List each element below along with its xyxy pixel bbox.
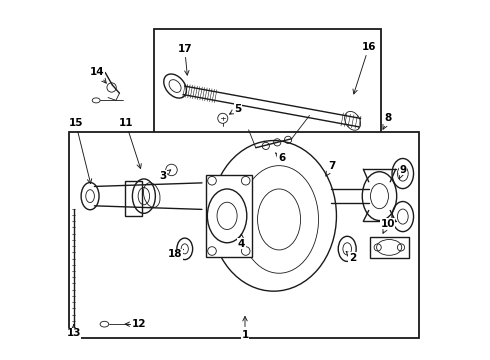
Bar	[125, 181, 142, 216]
Text: 4: 4	[238, 234, 245, 249]
Text: 15: 15	[69, 118, 92, 184]
Text: 7: 7	[326, 161, 336, 176]
Text: 12: 12	[125, 319, 147, 329]
Text: 18: 18	[168, 249, 183, 259]
Bar	[153, 30, 381, 146]
Text: 9: 9	[399, 165, 406, 179]
Bar	[370, 237, 409, 258]
Bar	[69, 132, 419, 338]
Bar	[205, 175, 252, 257]
Text: 14: 14	[90, 67, 106, 83]
Text: 6: 6	[275, 153, 285, 163]
Text: 8: 8	[383, 113, 392, 129]
Text: 2: 2	[346, 251, 356, 263]
Text: 11: 11	[119, 118, 141, 168]
Text: 1: 1	[242, 316, 248, 340]
Text: 17: 17	[177, 44, 192, 75]
Text: 16: 16	[353, 42, 376, 94]
Text: 3: 3	[160, 170, 171, 181]
Text: 5: 5	[229, 104, 242, 114]
Text: 10: 10	[380, 219, 395, 233]
Text: 13: 13	[66, 325, 81, 338]
